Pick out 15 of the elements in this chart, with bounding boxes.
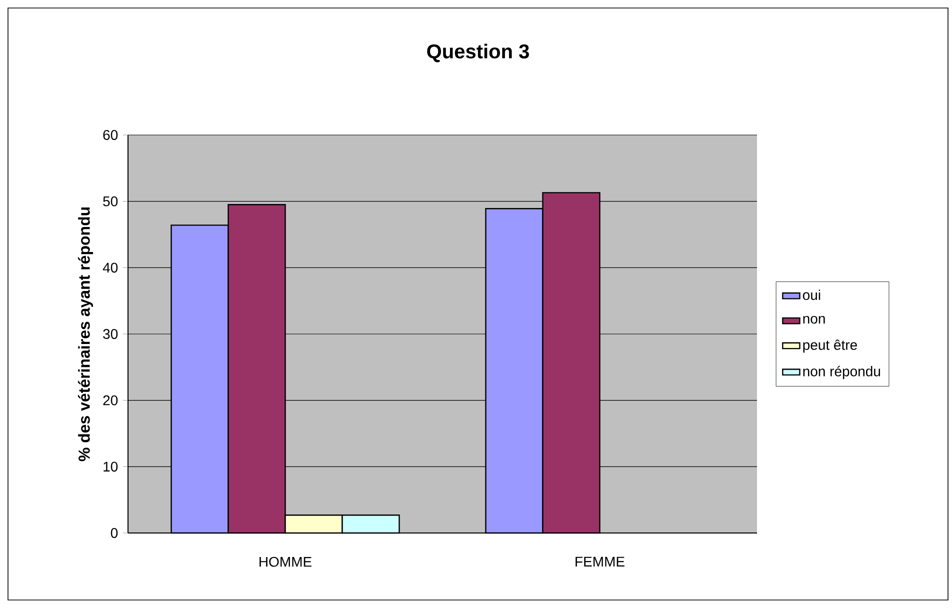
y-tick-label: 0 xyxy=(110,528,118,538)
x-tick-label: FEMME xyxy=(576,556,624,566)
legend-label: peut être xyxy=(803,340,857,353)
legend-label: non répondu xyxy=(803,366,880,380)
legend-label: non xyxy=(803,316,825,324)
y-tick-label: 10 xyxy=(104,462,118,472)
x-tick-label: HOMME xyxy=(260,556,312,567)
chart-title: Question 3 xyxy=(427,44,529,62)
y-tick-label: 50 xyxy=(103,196,118,206)
legend-label: oui xyxy=(802,290,820,300)
y-tick-label: 30 xyxy=(103,329,118,339)
y-tick-label: 40 xyxy=(102,262,118,273)
y-tick-label: 60 xyxy=(103,130,118,140)
y-tick-label: 20 xyxy=(103,395,118,406)
y-axis-title: % des vétérinaires ayant répondu xyxy=(78,207,94,462)
